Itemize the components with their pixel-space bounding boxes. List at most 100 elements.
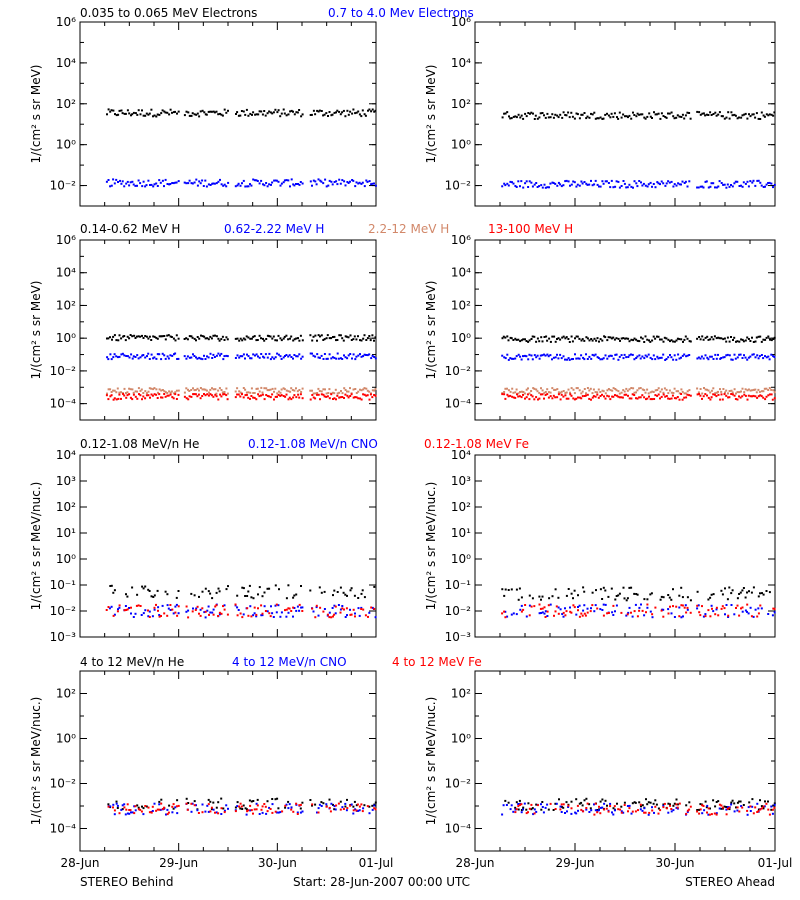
data-point — [519, 802, 522, 805]
data-point — [124, 813, 127, 816]
data-point — [768, 113, 771, 116]
data-point — [738, 593, 741, 595]
data-point — [540, 808, 543, 811]
data-point — [172, 392, 175, 395]
data-point — [277, 109, 280, 112]
data-point — [541, 806, 544, 808]
data-point — [266, 389, 269, 392]
data-point — [325, 805, 328, 808]
data-point — [217, 398, 220, 401]
data-point — [328, 179, 331, 182]
data-point — [299, 334, 302, 337]
data-point — [247, 336, 250, 339]
data-point — [164, 338, 167, 341]
data-point — [722, 388, 725, 390]
data-point — [696, 337, 699, 340]
data-point — [702, 357, 705, 360]
data-point — [589, 807, 592, 810]
data-point — [620, 337, 623, 340]
data-point — [675, 605, 678, 608]
data-point — [296, 605, 299, 608]
data-point — [115, 339, 118, 342]
data-point — [363, 387, 366, 390]
data-point — [163, 110, 166, 113]
data-point — [599, 395, 602, 397]
data-point — [199, 614, 202, 617]
data-point — [581, 338, 584, 341]
data-point — [728, 185, 731, 188]
data-point — [685, 804, 688, 807]
data-point — [759, 592, 761, 595]
data-point — [667, 608, 670, 611]
data-point — [501, 354, 504, 357]
data-point — [266, 334, 269, 337]
data-point — [161, 396, 164, 399]
data-point — [701, 185, 704, 188]
data-point — [275, 811, 278, 814]
data-point — [271, 803, 274, 806]
data-point — [141, 354, 144, 357]
data-point — [607, 336, 610, 339]
data-point — [670, 111, 673, 114]
data-point — [328, 806, 331, 809]
data-point — [213, 356, 216, 358]
data-point — [167, 334, 170, 337]
data-point — [767, 182, 770, 184]
data-point — [576, 804, 579, 807]
data-point — [531, 807, 534, 810]
data-point — [756, 396, 759, 399]
data-point — [322, 388, 325, 391]
data-point — [340, 390, 342, 392]
data-point — [252, 178, 255, 181]
data-point — [725, 808, 728, 811]
data-point — [547, 355, 550, 358]
data-point — [562, 111, 565, 114]
data-point — [134, 612, 137, 615]
data-point — [168, 183, 171, 186]
data-point — [363, 393, 366, 396]
data-point — [524, 604, 527, 606]
data-point — [712, 799, 715, 802]
data-point — [271, 393, 274, 396]
data-point — [365, 179, 368, 182]
data-point — [617, 337, 620, 340]
data-point — [697, 356, 700, 359]
data-point — [718, 111, 721, 114]
data-point — [263, 110, 266, 112]
data-point — [770, 388, 773, 391]
data-point — [246, 810, 249, 813]
data-point — [641, 184, 644, 187]
data-point — [166, 593, 169, 596]
data-point — [633, 180, 636, 183]
y-tick-label: 10⁻¹ — [50, 578, 77, 592]
data-point — [675, 803, 678, 806]
data-point — [175, 389, 178, 392]
data-point — [254, 354, 256, 357]
data-point — [174, 393, 177, 396]
data-point — [515, 355, 518, 358]
data-point — [688, 180, 691, 183]
data-point — [604, 799, 607, 802]
data-point — [339, 800, 342, 803]
data-point — [542, 811, 545, 814]
data-point — [530, 394, 533, 397]
data-point — [252, 614, 255, 617]
data-point — [596, 356, 599, 359]
data-point — [644, 811, 647, 814]
data-point — [667, 397, 670, 400]
data-point — [121, 180, 124, 183]
data-point — [643, 614, 646, 617]
data-point — [552, 394, 555, 397]
data-point — [559, 113, 562, 116]
data-point — [659, 390, 662, 393]
data-point — [768, 591, 771, 594]
data-point — [169, 393, 172, 396]
data-point — [214, 388, 217, 391]
data-point — [172, 803, 175, 806]
data-point — [288, 607, 291, 610]
data-point — [593, 111, 596, 114]
data-point — [168, 804, 171, 807]
data-point — [214, 811, 216, 814]
data-point — [155, 357, 158, 360]
data-point — [285, 114, 288, 117]
